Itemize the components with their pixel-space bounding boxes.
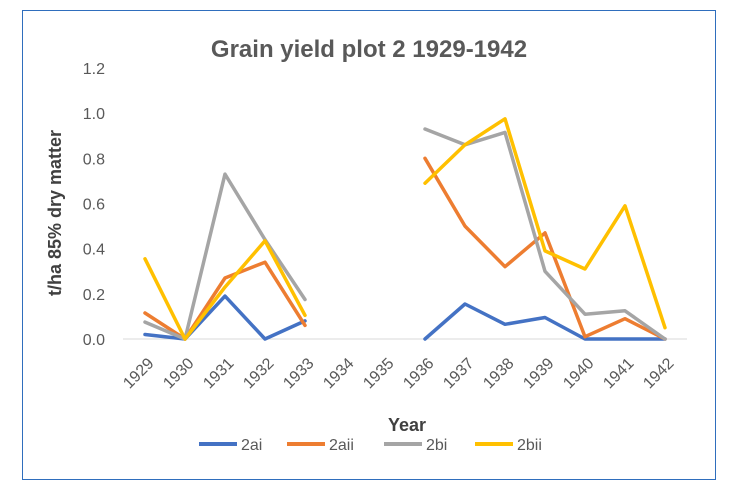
- y-tick-label: 1.0: [83, 106, 105, 123]
- series-line-2aii: [143, 260, 307, 341]
- series-line-2bii: [143, 239, 307, 341]
- legend-label-2bii: 2bii: [517, 437, 542, 454]
- y-tick-label: 1.2: [83, 61, 105, 78]
- y-tick-label: 0.4: [83, 242, 105, 259]
- y-axis-label: t/ha 85% dry matter: [45, 130, 65, 296]
- y-tick-label: 0.6: [83, 197, 105, 214]
- y-tick-label: 0.8: [83, 151, 105, 168]
- series-line-2aii: [423, 156, 667, 341]
- legend-label-2aii: 2aii: [329, 437, 354, 454]
- legend: 2ai 2aii 2bi 2bii: [199, 437, 542, 454]
- x-tick-label: 1939: [520, 355, 557, 392]
- y-tick-label: 0.2: [83, 287, 105, 304]
- x-axis-label: Year: [388, 415, 426, 435]
- chart-area: Grain yield plot 2 1929-1942 t/ha 85% dr…: [22, 10, 716, 480]
- x-tick-label: 1933: [280, 355, 317, 392]
- x-tick-label: 1935: [360, 355, 397, 392]
- x-tick-label: 1930: [160, 355, 197, 392]
- series-line-2bi: [143, 172, 307, 341]
- series-line-2ai: [143, 294, 307, 341]
- legend-label-2bi: 2bi: [426, 437, 447, 454]
- chart-title: Grain yield plot 2 1929-1942: [211, 36, 527, 63]
- x-tick-label: 1942: [640, 355, 677, 392]
- legend-label-2ai: 2ai: [241, 437, 262, 454]
- x-tick-label: 1940: [560, 355, 597, 392]
- x-tick-label: 1929: [120, 355, 157, 392]
- x-tick-label: 1934: [320, 355, 357, 392]
- x-tick-label: 1936: [400, 355, 437, 392]
- series-layer: [143, 117, 667, 341]
- series-line-2ai: [423, 302, 667, 341]
- x-tick-label: 1938: [480, 355, 517, 392]
- line-chart: Grain yield plot 2 1929-1942 t/ha 85% dr…: [45, 36, 687, 454]
- y-tick-label: 0.0: [83, 332, 105, 349]
- x-tick-label: 1941: [600, 355, 637, 392]
- series-line-2bii: [423, 117, 667, 330]
- x-tick-label: 1931: [200, 355, 237, 392]
- x-tick-label: 1937: [440, 355, 477, 392]
- x-tick-label: 1932: [240, 355, 277, 392]
